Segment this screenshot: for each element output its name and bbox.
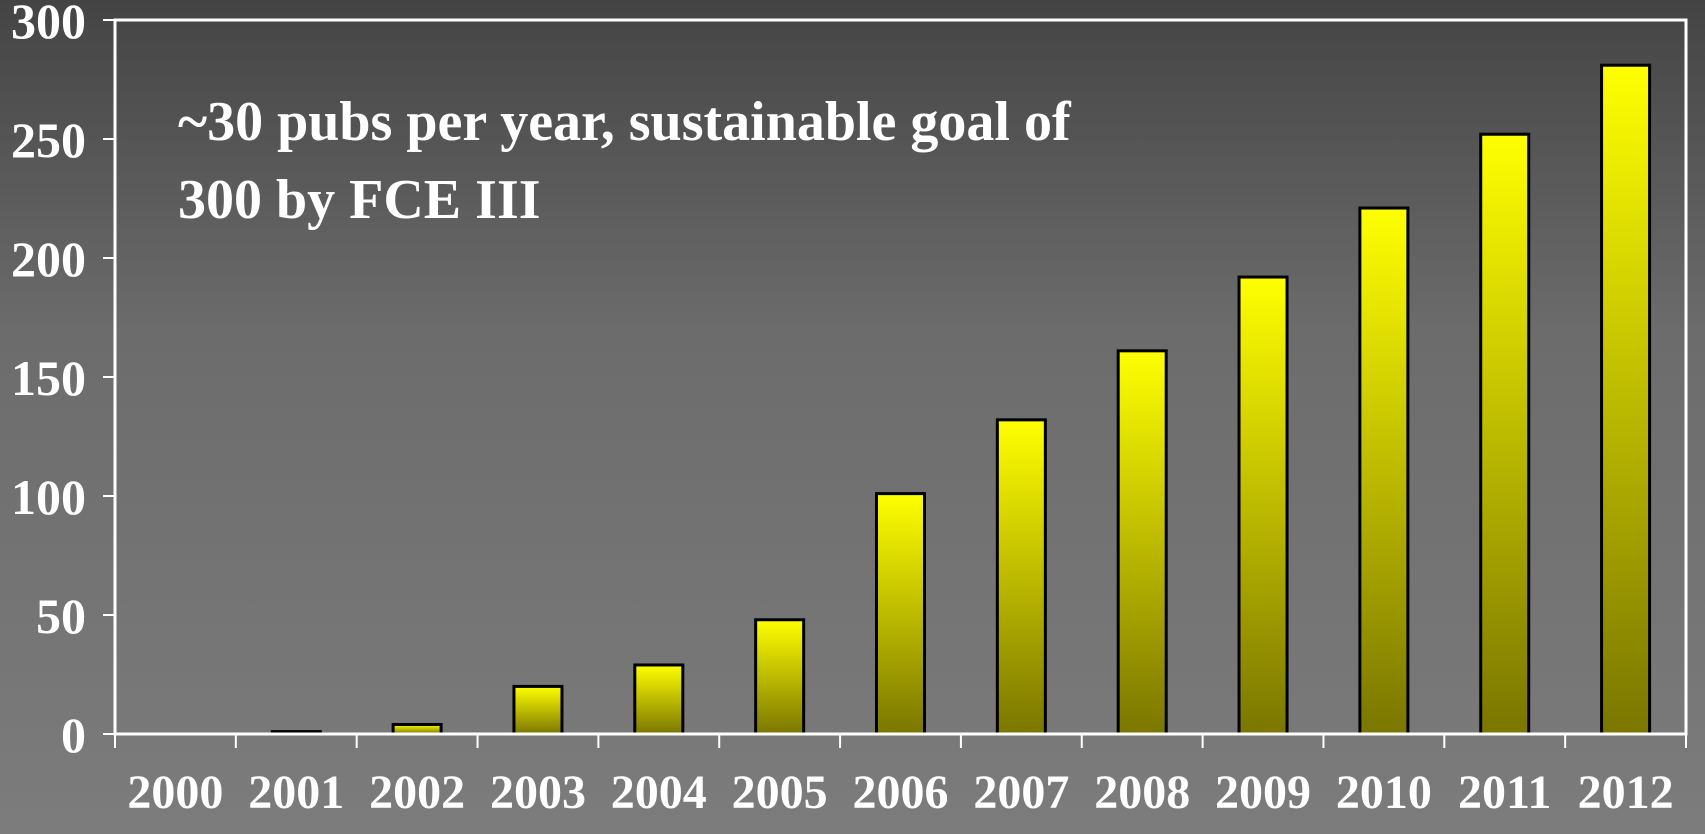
bar-2009 xyxy=(1237,275,1289,736)
y-tick-label: 300 xyxy=(11,0,86,49)
tick-labels-group: 0 50 100 150 200 250 300 2000 2001 2002 2003 2004 20… xyxy=(11,0,1674,819)
y-tick-label: 250 xyxy=(11,112,86,168)
plot-area-frame xyxy=(113,18,1688,736)
x-tick-label: 2007 xyxy=(973,766,1069,819)
x-tick-label: 2005 xyxy=(732,766,828,819)
y-tick-label: 100 xyxy=(11,469,86,525)
bar-2003 xyxy=(512,684,564,736)
bar-2005 xyxy=(754,618,806,736)
x-tick-label: 2006 xyxy=(853,766,949,819)
x-tick-label: 2004 xyxy=(611,766,707,819)
bar-2011 xyxy=(1479,132,1531,736)
y-tick-label: 150 xyxy=(11,350,86,406)
axes-group xyxy=(103,19,1687,748)
bar-2008 xyxy=(1116,349,1168,736)
bar-2004 xyxy=(633,663,685,736)
annotation-line-1: ~30 pubs per year, sustainable goal of xyxy=(178,91,1072,153)
x-tick-label: 2011 xyxy=(1458,766,1551,819)
bar-2010 xyxy=(1358,206,1410,736)
bar-2012 xyxy=(1600,63,1652,736)
x-tick-label: 2000 xyxy=(127,766,223,819)
y-tick-label: 0 xyxy=(61,707,86,763)
bar-2007 xyxy=(995,418,1047,736)
x-tick-label: 2012 xyxy=(1578,766,1674,819)
annotation-line-2: 300 by FCE III xyxy=(178,169,541,231)
x-tick-label: 2002 xyxy=(369,766,465,819)
x-tick-label: 2001 xyxy=(248,766,344,819)
bar-2006 xyxy=(875,492,926,736)
bars-group xyxy=(270,63,1652,736)
x-tick-label: 2010 xyxy=(1336,766,1432,819)
x-tick-label: 2008 xyxy=(1094,766,1190,819)
x-tick-label: 2009 xyxy=(1215,766,1311,819)
x-tick-label: 2003 xyxy=(490,766,586,819)
y-tick-label: 50 xyxy=(36,588,86,644)
y-tick-label: 200 xyxy=(11,231,86,287)
